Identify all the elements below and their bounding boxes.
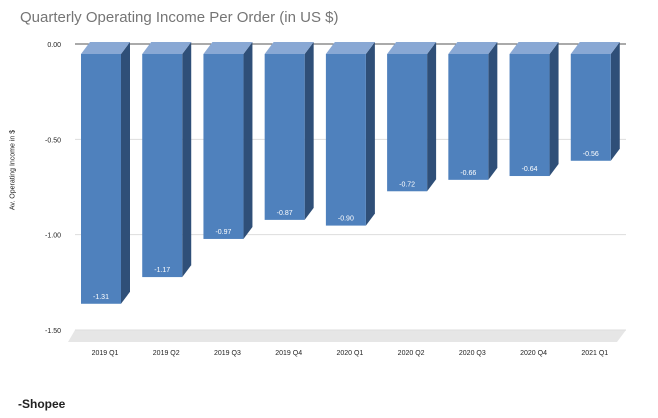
- bar: [142, 54, 183, 278]
- bar: [570, 54, 611, 161]
- bar-top: [509, 42, 559, 54]
- bar: [203, 54, 244, 239]
- data-label: -0.64: [522, 166, 538, 173]
- bar-side: [121, 42, 130, 304]
- bar: [448, 54, 489, 180]
- data-label: -0.87: [277, 210, 293, 217]
- data-label: -0.66: [460, 170, 476, 177]
- bar-side: [610, 42, 620, 161]
- bar-side: [243, 42, 253, 239]
- bar-top: [448, 42, 498, 54]
- bar-side: [488, 42, 498, 180]
- bar: [387, 54, 428, 192]
- data-label: -1.17: [154, 267, 170, 274]
- bar-side: [549, 42, 559, 177]
- bar: [81, 54, 121, 304]
- x-tick-label: 2019 Q1: [92, 350, 119, 357]
- data-label: -0.56: [583, 151, 599, 158]
- x-tick-label: 2020 Q1: [336, 350, 363, 357]
- bar-side: [427, 42, 437, 192]
- data-label: -0.97: [215, 229, 231, 236]
- data-label: -0.72: [399, 181, 415, 188]
- source-note: -Shopee: [18, 397, 66, 411]
- bar-side: [365, 42, 375, 226]
- bar-top: [570, 42, 620, 54]
- bar-top: [203, 42, 253, 54]
- bar-top: [264, 42, 314, 54]
- bar-side: [304, 42, 314, 220]
- bar: [325, 54, 366, 226]
- y-tick-label: -1.00: [45, 233, 61, 240]
- bar-top: [325, 42, 375, 54]
- y-tick-label: -0.50: [45, 137, 61, 144]
- x-tick-label: 2020 Q4: [520, 350, 547, 357]
- x-tick-label: 2020 Q3: [459, 350, 486, 357]
- x-tick-label: 2020 Q2: [398, 350, 425, 357]
- data-label: -0.90: [338, 216, 354, 223]
- x-tick-label: 2019 Q3: [214, 350, 241, 357]
- data-label: -1.31: [93, 294, 109, 301]
- x-tick-label: 2021 Q1: [581, 350, 608, 357]
- bar-side: [182, 42, 192, 278]
- y-tick-label: -1.50: [45, 328, 61, 335]
- bar: [264, 54, 305, 220]
- bar-top: [142, 42, 192, 54]
- y-tick-label: 0.00: [47, 42, 61, 49]
- x-tick-label: 2019 Q4: [275, 350, 302, 357]
- bar-top: [387, 42, 437, 54]
- chart-title: Quarterly Operating Income Per Order (in…: [20, 9, 339, 26]
- bar: [509, 54, 550, 177]
- x-tick-label: 2019 Q2: [153, 350, 180, 357]
- chart-floor: [68, 330, 626, 342]
- bar-top: [81, 42, 130, 54]
